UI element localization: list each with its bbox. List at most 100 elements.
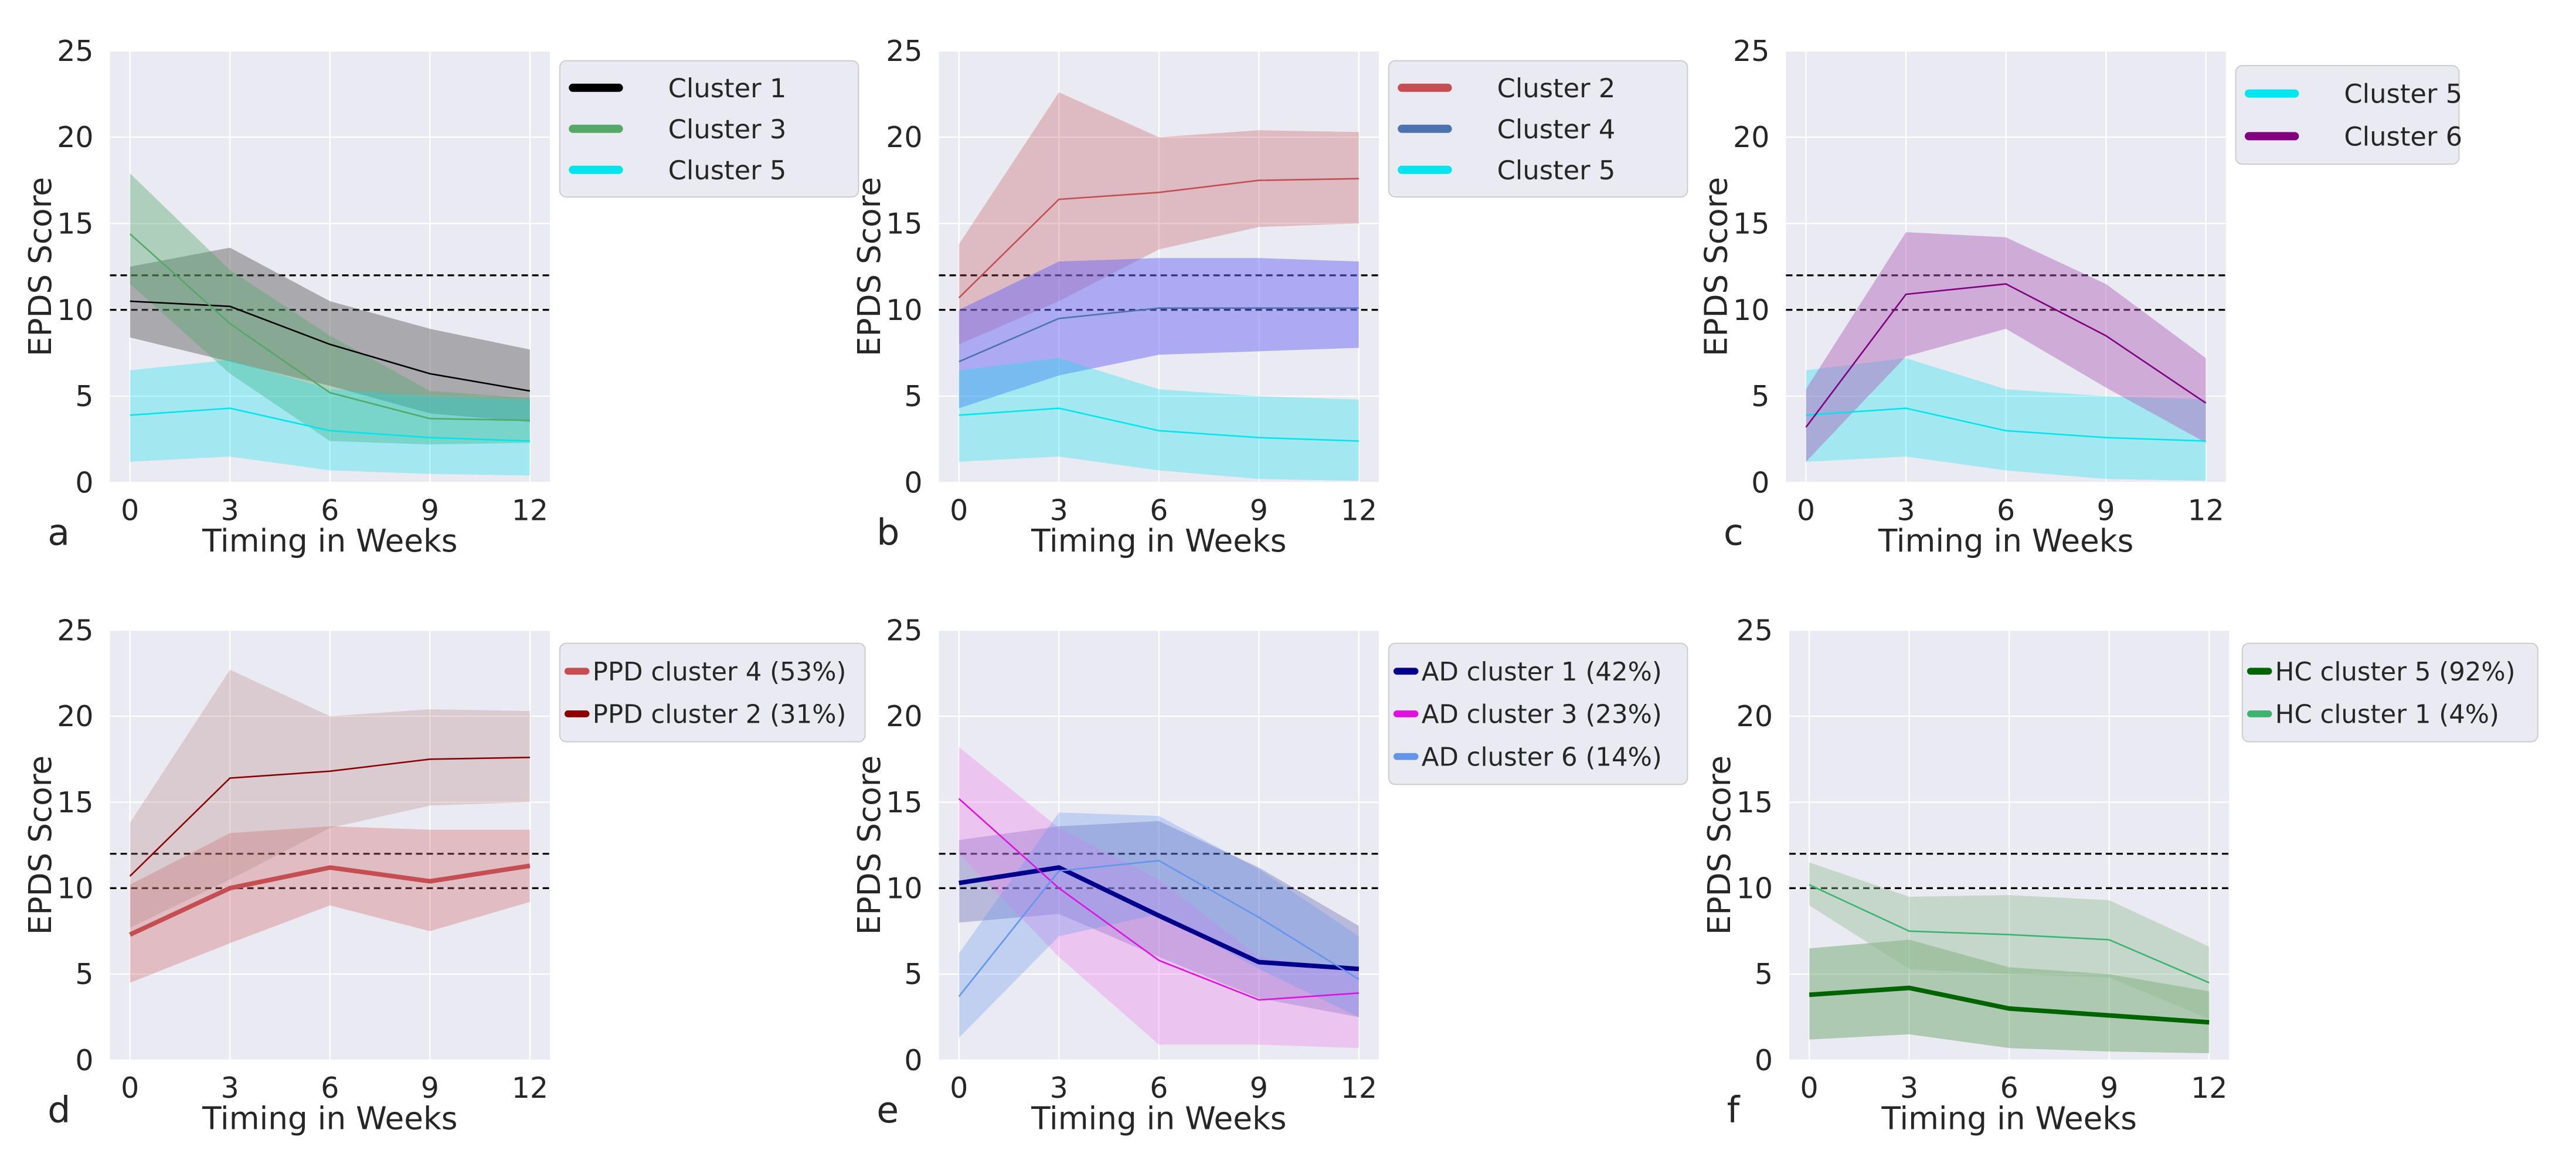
y-tick-label: 25 (57, 35, 93, 68)
y-tick-label: 10 (57, 294, 93, 327)
x-tick-label: 3 (1050, 494, 1068, 527)
y-axis-label: EPDS Score (851, 177, 888, 356)
panel-label: f (1727, 1089, 1741, 1131)
x-tick-label: 12 (512, 1071, 548, 1105)
y-tick-label: 10 (57, 872, 93, 906)
y-tick-label: 5 (904, 958, 922, 991)
panel-label: d (47, 1089, 70, 1131)
y-tick-label: 20 (886, 700, 922, 733)
series-band-1 (130, 247, 530, 423)
series-line-1 (1806, 407, 2206, 442)
y-axis-label: EPDS Score (851, 755, 888, 935)
series-line-2 (958, 798, 1359, 1001)
x-tick-label: 9 (2097, 494, 2115, 527)
series-band-2 (1809, 862, 2210, 1019)
x-tick-label: 3 (1900, 1071, 1918, 1105)
x-tick-label: 6 (321, 1071, 339, 1105)
panel-a: 0 5 10 15 20 25 0 3 6 9 12 Timing in Weeks EPDS Scor… (22, 35, 859, 559)
y-tick-label: 25 (1733, 35, 1769, 68)
y-tick-label: 10 (886, 294, 922, 327)
panel-label: b (876, 512, 899, 554)
panel-f: 0 5 10 15 20 25 0 3 6 9 12 Timing in Weeks EPDS Scor… (1701, 614, 2538, 1136)
y-axis-label: EPDS Score (1701, 755, 1738, 935)
legend-box (1388, 60, 1688, 198)
x-tick-label: 6 (1150, 1071, 1168, 1105)
y-tick-label: 15 (1733, 207, 1769, 241)
panel-label: e (876, 1089, 899, 1131)
y-tick-label: 0 (75, 1044, 93, 1077)
x-tick-label: 12 (1341, 1071, 1377, 1105)
x-tick-label: 6 (1997, 494, 2015, 527)
x-tick-label: 0 (1797, 494, 1815, 527)
series-line-1 (130, 300, 531, 392)
series-line-1 (958, 178, 1359, 298)
series-band-2 (959, 258, 1359, 409)
series-band-2 (130, 669, 530, 928)
x-tick-label: 9 (421, 1071, 439, 1105)
x-tick-label: 9 (421, 494, 439, 527)
legend-label: AD cluster 6 (14%) (1422, 743, 1662, 772)
series-band-1 (1809, 940, 2210, 1054)
x-tick-label: 3 (1897, 494, 1915, 527)
series-band-1 (130, 826, 530, 983)
x-tick-label: 3 (1050, 1071, 1068, 1105)
series-band-1 (1806, 358, 2206, 481)
legend-label: AD cluster 1 (42%) (1422, 658, 1662, 687)
series-band-2 (959, 747, 1359, 1049)
legend-box (559, 642, 866, 743)
y-axis-label: EPDS Score (22, 755, 59, 935)
legend-label: PPD cluster 4 (53%) (593, 658, 847, 687)
y-tick-label: 15 (57, 786, 93, 819)
legend-label: Cluster 6 (2344, 121, 2462, 152)
x-axis-label: Timing in Weeks (1878, 523, 2133, 559)
x-axis-label: Timing in Weeks (1881, 1100, 2136, 1136)
series-band-3 (130, 360, 530, 476)
series-band-2 (1806, 232, 2206, 462)
x-tick-label: 0 (121, 494, 139, 527)
series-line-2 (959, 307, 1359, 363)
y-tick-label: 10 (886, 872, 922, 906)
series-band-1 (959, 821, 1359, 1017)
x-tick-label: 12 (2191, 1071, 2227, 1105)
series-line-3 (958, 860, 1360, 998)
y-tick-label: 0 (1755, 1044, 1773, 1077)
series-line-3 (130, 407, 530, 442)
x-tick-label: 0 (1800, 1071, 1819, 1105)
series-line-3 (959, 407, 1359, 442)
x-tick-label: 3 (221, 494, 239, 527)
y-axis-label: EPDS Score (22, 177, 59, 356)
x-tick-label: 6 (2000, 1071, 2018, 1105)
series-line-2 (1805, 283, 2207, 428)
y-tick-label: 0 (904, 1044, 922, 1077)
x-axis-label: Timing in Weeks (1031, 1100, 1286, 1136)
legend-label: Cluster 4 (1497, 114, 1616, 145)
y-tick-label: 20 (886, 121, 922, 154)
legend-box (1388, 642, 1688, 785)
x-tick-label: 6 (1150, 494, 1168, 527)
panel-b: 0 5 10 15 20 25 0 3 6 9 12 Timing in Weeks EPDS Scor… (851, 35, 1688, 559)
x-tick-label: 9 (1250, 1071, 1268, 1105)
y-tick-label: 25 (1736, 614, 1773, 647)
x-tick-label: 0 (950, 494, 968, 527)
x-tick-label: 12 (2188, 494, 2224, 527)
y-tick-label: 5 (1755, 958, 1773, 991)
y-tick-label: 0 (904, 466, 922, 499)
x-axis-label: Timing in Weeks (202, 1100, 457, 1136)
series-line-1 (959, 865, 1360, 972)
legend-label: Cluster 5 (2344, 79, 2462, 110)
y-tick-label: 0 (75, 466, 93, 499)
legend-label: Cluster 2 (1497, 73, 1616, 104)
series-line-2 (129, 233, 530, 421)
x-tick-label: 12 (512, 494, 548, 527)
series-line-1 (1809, 985, 2210, 1025)
legend-label: HC cluster 5 (92%) (2275, 658, 2516, 687)
legend-label: PPD cluster 2 (31%) (593, 700, 847, 730)
x-tick-label: 3 (221, 1071, 239, 1105)
legend-box (559, 60, 859, 198)
y-tick-label: 15 (886, 786, 922, 819)
y-tick-label: 20 (1736, 700, 1773, 733)
y-tick-label: 10 (1736, 872, 1773, 906)
y-tick-label: 25 (57, 614, 93, 647)
series-line-2 (1809, 884, 2210, 983)
